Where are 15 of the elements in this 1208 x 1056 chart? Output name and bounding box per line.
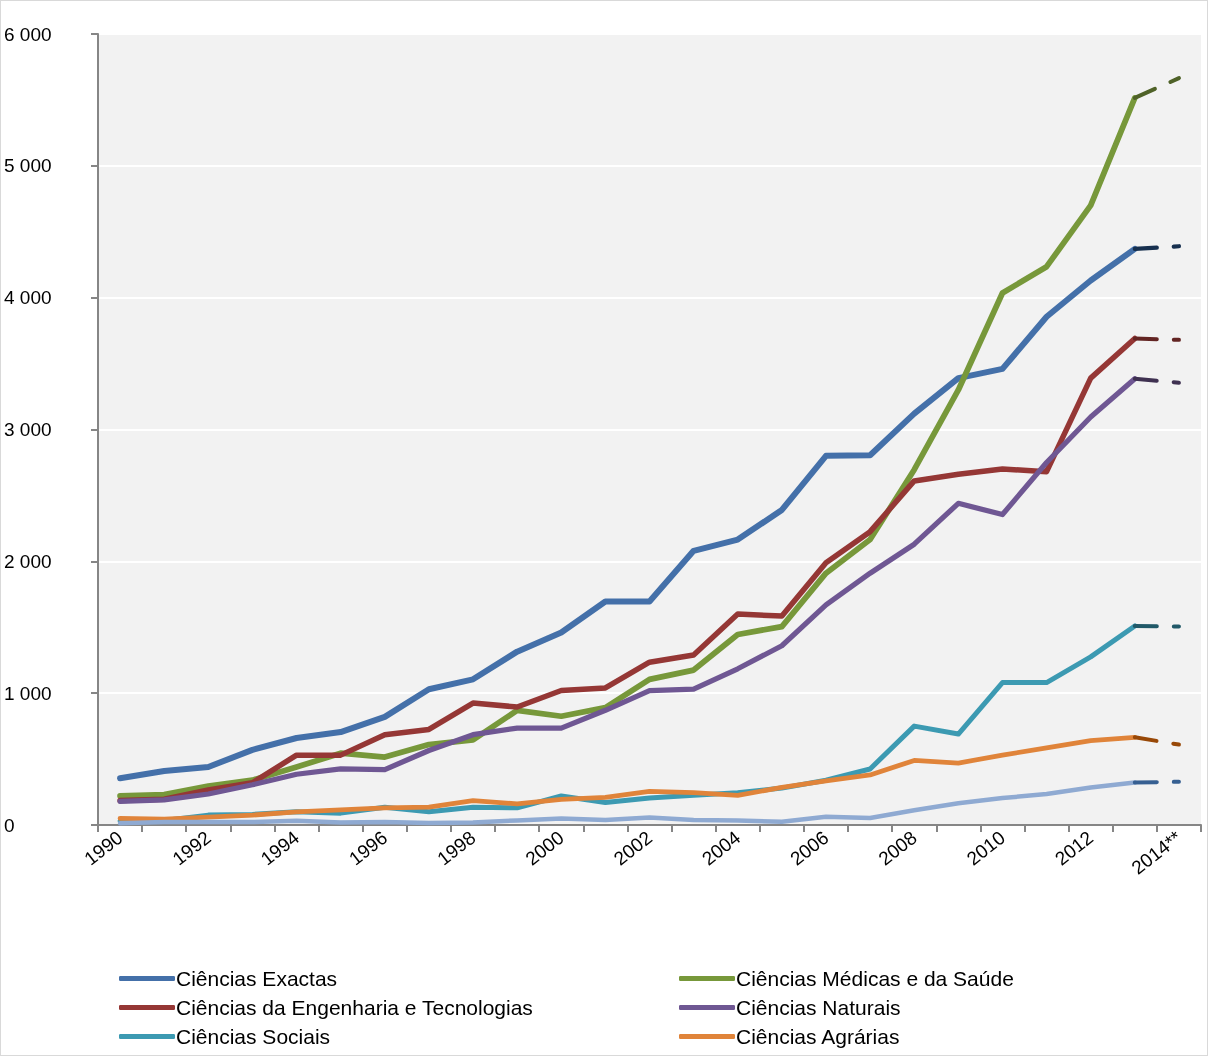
- y-tick-label: 0: [4, 814, 15, 836]
- line-series: [117, 780, 1138, 826]
- legend-label: Ciências Sociais: [176, 1025, 331, 1048]
- y-tick-label: 4 000: [4, 287, 52, 309]
- y-tick-label: 5 000: [4, 155, 52, 177]
- legend-label: Ciências Agrárias: [736, 1025, 900, 1048]
- y-tick-label: 1 000: [4, 682, 52, 704]
- legend-label: Ciências Exactas: [176, 967, 338, 990]
- legend-label: Ciências da Engenharia e Tecnologias: [176, 996, 533, 1019]
- legend-label: Ciências Médicas e da Saúde: [736, 967, 1014, 990]
- y-tick-label: 6 000: [4, 23, 52, 45]
- y-tick-label: 2 000: [4, 550, 52, 572]
- legend-label: Ciências Naturais: [736, 996, 901, 1019]
- y-tick-label: 3 000: [4, 419, 52, 440]
- line-series: [117, 734, 1138, 822]
